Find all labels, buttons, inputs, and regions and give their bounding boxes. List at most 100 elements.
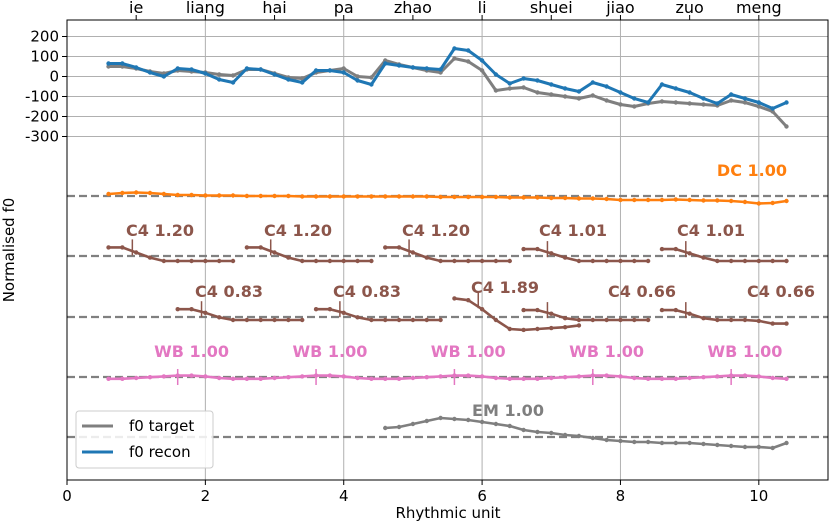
y-axis-label: Normalised f0 bbox=[0, 198, 18, 303]
component-line-a-point bbox=[728, 258, 734, 264]
series-f0-target bbox=[107, 57, 788, 128]
component-line-dc-point bbox=[383, 194, 388, 199]
component-line-wb-point bbox=[507, 376, 512, 381]
x-tick-label: 4 bbox=[339, 487, 349, 505]
component-line-wb-point bbox=[161, 374, 167, 379]
series-f0-recon-point bbox=[452, 46, 457, 51]
component-line-b bbox=[660, 308, 788, 325]
series-f0-recon-point bbox=[521, 76, 526, 81]
component-line-b-point bbox=[452, 296, 457, 301]
series-f0-target-point bbox=[369, 75, 374, 80]
component-line-b bbox=[522, 308, 650, 322]
component-line-b-point bbox=[175, 307, 180, 312]
component-line-b-point bbox=[424, 317, 429, 323]
component-line-a-point bbox=[632, 258, 637, 264]
component-line-em-point bbox=[452, 416, 457, 422]
component-line-wb-point bbox=[562, 375, 568, 380]
component-line-b-point bbox=[300, 317, 305, 323]
syllable-label: meng bbox=[736, 0, 782, 17]
series-lines bbox=[106, 46, 789, 451]
series-f0-recon-point bbox=[590, 80, 595, 85]
component-line-a-point bbox=[701, 255, 706, 260]
component-line-wb-point bbox=[106, 376, 111, 381]
component-line-wb-point bbox=[120, 376, 125, 381]
component-line-wb-point bbox=[742, 373, 748, 378]
component-annotation-b: C4 1.89 bbox=[471, 278, 539, 297]
component-line-b-point bbox=[244, 317, 250, 323]
component-line-b-point bbox=[535, 326, 540, 332]
component-line-em-point bbox=[742, 444, 748, 450]
component-line-b-point bbox=[217, 315, 222, 320]
series-f0-recon-point bbox=[369, 82, 374, 87]
component-line-b-point bbox=[396, 317, 402, 323]
component-line-wb-point bbox=[535, 376, 540, 381]
component-line-a-point bbox=[618, 258, 623, 264]
component-line-a-point bbox=[272, 250, 277, 255]
component-line-wb-point bbox=[687, 375, 692, 381]
component-line-a-point bbox=[535, 246, 540, 252]
component-line-b-point bbox=[576, 317, 582, 323]
component-line-wb-point bbox=[217, 375, 222, 381]
component-line-dc-point bbox=[770, 200, 775, 206]
series-f0-target-point bbox=[217, 72, 222, 77]
component-line-wb-point bbox=[410, 375, 416, 381]
component-line-dc-point bbox=[466, 194, 471, 200]
series-f0-recon-point bbox=[396, 63, 402, 68]
component-line-dc-point bbox=[133, 190, 139, 195]
series-f0-recon-point bbox=[383, 61, 388, 66]
component-line-b-point bbox=[313, 307, 319, 312]
component-line-a-point bbox=[355, 258, 360, 264]
component-line-dc-point bbox=[507, 195, 512, 200]
series-f0-recon-point bbox=[258, 67, 263, 72]
component-line-b-point bbox=[327, 307, 333, 312]
series-f0-recon-point bbox=[133, 65, 139, 70]
component-line-a-point bbox=[106, 245, 111, 250]
series-f0-target-point bbox=[728, 98, 734, 103]
syllable-label: zhao bbox=[394, 0, 432, 17]
component-line-b-point bbox=[272, 317, 277, 323]
component-line-dc-point bbox=[756, 201, 762, 206]
component-line-dc-point bbox=[203, 193, 208, 198]
component-line-a bbox=[107, 246, 235, 263]
component-line-b-point bbox=[286, 317, 291, 323]
component-line-em-point bbox=[715, 442, 720, 448]
component-line-b-point bbox=[203, 310, 208, 315]
component-line-em-point bbox=[424, 418, 429, 424]
component-line-em-point bbox=[659, 440, 665, 446]
component-line-a-point bbox=[189, 258, 194, 264]
component-line-dc-point bbox=[341, 194, 346, 199]
series-f0-recon-point bbox=[756, 100, 762, 105]
series-f0-recon-point bbox=[438, 67, 443, 72]
component-annotation-wb: WB 1.00 bbox=[708, 342, 783, 361]
component-line-b bbox=[453, 297, 581, 332]
syllable-label: ie bbox=[129, 0, 143, 17]
series-f0-recon-point bbox=[189, 67, 194, 72]
component-line-a-point bbox=[604, 258, 609, 264]
series-f0-recon-point bbox=[604, 84, 609, 89]
component-line-wb-point bbox=[618, 374, 623, 379]
component-line-dc-point bbox=[742, 199, 748, 205]
plot-frame bbox=[66, 19, 829, 481]
y-tick-label: -100 bbox=[25, 88, 59, 106]
series-f0-recon-point bbox=[742, 96, 748, 101]
series-f0-recon-point bbox=[728, 92, 734, 97]
component-line-a-point bbox=[369, 258, 374, 264]
component-line-b bbox=[314, 307, 442, 322]
component-annotation-dc: DC 1.00 bbox=[717, 161, 787, 180]
component-annotation-wb: WB 1.00 bbox=[154, 342, 229, 361]
component-line-dc-point bbox=[479, 194, 485, 200]
component-line-a-point bbox=[770, 258, 775, 264]
component-line-a-point bbox=[133, 250, 139, 255]
component-line-b-point bbox=[756, 318, 762, 324]
component-line-wb-point bbox=[230, 376, 236, 381]
component-line-a-point bbox=[673, 246, 678, 252]
component-line-b-point bbox=[355, 315, 360, 320]
component-line-dc-point bbox=[272, 193, 277, 199]
component-line-em-point bbox=[562, 432, 568, 438]
component-line-a-point bbox=[244, 245, 250, 250]
series-f0-recon-point bbox=[147, 70, 153, 75]
component-line-b-point bbox=[562, 325, 568, 330]
series-f0-recon-point bbox=[230, 80, 236, 85]
component-line-b-point bbox=[549, 325, 554, 331]
